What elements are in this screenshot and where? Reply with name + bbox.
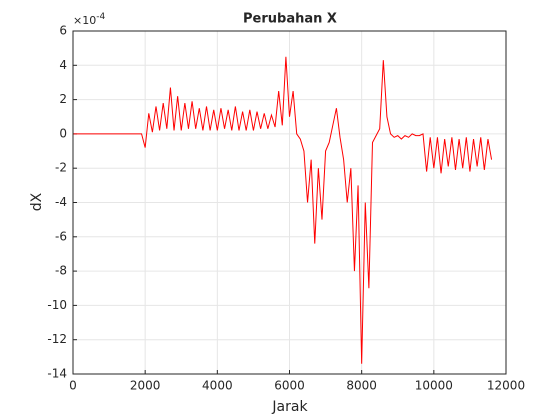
y-multiplier-power: -4 — [96, 12, 105, 22]
x-axis-label: Jarak — [271, 399, 308, 415]
y-multiplier-base: ×10 — [73, 14, 96, 27]
y-tick-label: -2 — [55, 161, 67, 175]
y-tick-label: 4 — [59, 58, 67, 72]
y-tick-label: -8 — [55, 264, 67, 278]
y-tick-label: 6 — [59, 24, 67, 38]
y-tick-label: -12 — [47, 332, 67, 346]
x-tick-label: 10000 — [415, 379, 453, 393]
x-tick-label: 0 — [69, 379, 77, 393]
y-tick-label: 2 — [59, 92, 67, 106]
y-tick-label: -4 — [55, 195, 67, 209]
x-tick-label: 4000 — [202, 379, 233, 393]
axes-box — [72, 30, 507, 375]
x-tick-label: 8000 — [346, 379, 377, 393]
x-tick-label: 6000 — [274, 379, 305, 393]
y-multiplier: ×10-4 — [73, 12, 105, 28]
x-tick-label: 2000 — [130, 379, 161, 393]
y-axis-label: dX — [29, 192, 45, 211]
chart-title: Perubahan X — [243, 12, 337, 27]
y-tick-label: -14 — [47, 367, 67, 381]
data-line — [73, 56, 493, 364]
x-tick-label: 12000 — [487, 379, 525, 393]
y-tick-label: -10 — [47, 298, 67, 312]
y-tick-label: 0 — [59, 126, 67, 140]
y-tick-label: -6 — [55, 229, 67, 243]
